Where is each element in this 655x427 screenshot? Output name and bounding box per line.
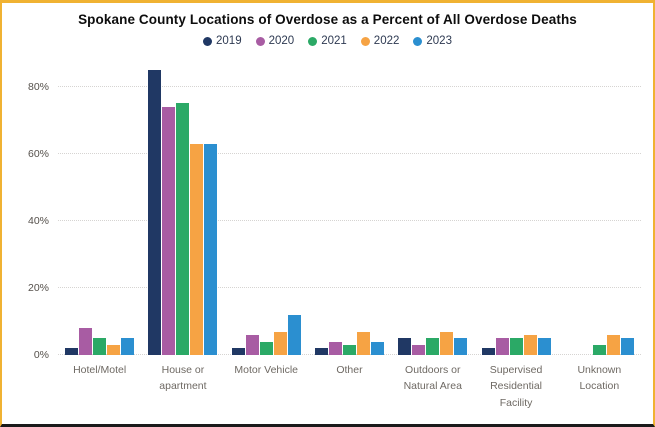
gridline-60% (58, 152, 641, 154)
legend-dot-2021 (308, 36, 318, 46)
legend-item-2019[interactable]: 2019 (203, 35, 242, 47)
legend-dot-2020 (255, 36, 265, 46)
bar-2022[interactable] (190, 143, 204, 355)
x-axis-label-text: House or apartment (159, 364, 207, 393)
bar-2021[interactable] (342, 344, 356, 355)
legend-item-2022[interactable]: 2022 (360, 35, 400, 47)
x-axis-label: Supervised Residential Facility (474, 362, 557, 411)
x-axis-label: Motor Vehicle (225, 362, 308, 411)
bar-2021[interactable] (592, 344, 606, 355)
gridline-40% (58, 219, 641, 221)
x-axis-label: House or apartment (141, 362, 224, 411)
bar-2023[interactable] (454, 338, 468, 355)
bar-2019[interactable] (231, 348, 245, 355)
bar-2019[interactable] (314, 348, 328, 355)
x-axis-label: Outdoors or Natural Area (391, 362, 474, 411)
legend-dot-2023 (413, 36, 423, 46)
legend-label: 2022 (373, 35, 400, 47)
bar-2023[interactable] (537, 338, 551, 355)
x-axis-label-text: Outdoors or Natural Area (403, 364, 462, 393)
legend-item-2021[interactable]: 2021 (308, 35, 347, 47)
bar-group (308, 63, 391, 355)
bar-2022[interactable] (440, 331, 454, 355)
bar-2019[interactable] (481, 348, 495, 355)
bar-group (474, 63, 557, 355)
x-axis-label-text: Motor Vehicle (234, 364, 299, 376)
plot-area (58, 63, 641, 355)
bar-2020[interactable] (79, 328, 93, 355)
bar-2019[interactable] (65, 348, 79, 355)
bar-2022[interactable] (356, 331, 370, 355)
x-axis-label: Unknown Location (558, 362, 641, 411)
y-tick-label: 40% (27, 214, 49, 227)
x-axis-labels: Hotel/Motel House or apartment Motor Vehic… (58, 362, 641, 411)
legend-label: 2020 (268, 35, 295, 47)
bar-2022[interactable] (273, 331, 287, 355)
legend-item-2023[interactable]: 2023 (413, 35, 452, 47)
bar-2021[interactable] (509, 338, 523, 355)
bar-2021[interactable] (259, 341, 273, 355)
legend-dot-2022 (360, 36, 370, 46)
x-axis-label-text: Unknown Location (577, 364, 622, 393)
bar-chart: 0% 20% 40% 60% 80% Hotel/Motel House or apart… (2, 63, 653, 411)
bar-group (558, 63, 641, 355)
legend: 2019 2020 2021 2022 2023 (2, 35, 653, 47)
bar-2023[interactable] (204, 143, 218, 355)
bar-2020[interactable] (495, 338, 509, 355)
bar-group (141, 63, 224, 355)
bar-2019[interactable] (398, 338, 412, 355)
y-tick-label: 60% (27, 147, 49, 160)
bar-groups (58, 63, 641, 355)
bar-2019[interactable] (148, 69, 162, 355)
legend-label: 2021 (321, 35, 347, 47)
y-tick-label: 80% (27, 80, 49, 93)
bar-2021[interactable] (176, 103, 190, 355)
bar-group (225, 63, 308, 355)
y-tick-label: 0% (33, 349, 49, 361)
bar-2022[interactable] (606, 334, 620, 355)
legend-label: 2023 (426, 35, 452, 47)
gridline-20% (58, 286, 641, 288)
bar-2020[interactable] (245, 334, 259, 355)
y-axis: 0% 20% 40% 60% 80% (2, 63, 58, 362)
y-tick-label: 20% (27, 281, 49, 294)
bar-group (58, 63, 141, 355)
bar-2020[interactable] (328, 341, 342, 355)
legend-dot-2019 (203, 36, 213, 46)
bar-2021[interactable] (93, 338, 107, 355)
x-axis-label: Hotel/Motel (58, 362, 141, 411)
x-axis-label: Other (308, 362, 391, 411)
bar-2023[interactable] (370, 341, 384, 355)
legend-item-2020[interactable]: 2020 (255, 35, 295, 47)
bar-2023[interactable] (287, 314, 301, 355)
bar-2020[interactable] (412, 344, 426, 355)
gridline-80% (58, 85, 641, 87)
bar-2020[interactable] (162, 106, 176, 355)
legend-label: 2019 (216, 35, 242, 47)
bar-2021[interactable] (426, 338, 440, 355)
bar-2022[interactable] (107, 344, 121, 355)
bar-group (391, 63, 474, 355)
bar-2023[interactable] (121, 338, 135, 355)
bar-2023[interactable] (620, 338, 634, 355)
x-axis-label-text: Hotel/Motel (73, 364, 127, 376)
chart-title: Spokane County Locations of Overdose as … (78, 12, 577, 27)
x-axis-label-text: Other (336, 364, 363, 376)
bar-2022[interactable] (523, 334, 537, 355)
x-axis-label-text: Supervised Residential Facility (489, 364, 543, 409)
